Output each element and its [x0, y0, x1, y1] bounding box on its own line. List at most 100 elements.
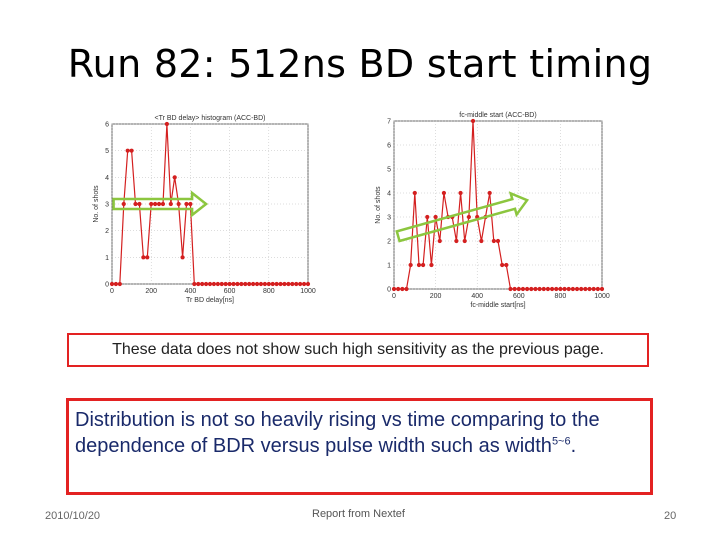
y-tick-label: 2 — [105, 228, 109, 235]
data-point — [184, 201, 189, 207]
data-point — [454, 238, 459, 244]
data-point — [149, 201, 154, 207]
data-point — [109, 281, 115, 287]
data-point — [274, 281, 279, 287]
y-tick-label: 1 — [105, 255, 109, 262]
data-point — [404, 286, 409, 292]
y-tick-label: 1 — [387, 263, 391, 270]
data-point — [211, 281, 217, 287]
histogram-chart-left: 0 200 400 600 800 1000 0 1 2 3 4 5 6 <Tr BD delay> hi… — [93, 115, 316, 304]
data-point — [541, 286, 546, 292]
data-point — [223, 281, 228, 287]
data-point — [137, 201, 142, 207]
data-point — [574, 286, 580, 292]
x-tick-label: 400 — [471, 293, 483, 300]
data-point — [520, 286, 526, 292]
x-tick-label: 600 — [513, 293, 525, 300]
data-point — [278, 281, 283, 287]
comment-end: . — [570, 435, 577, 457]
data-point — [266, 281, 271, 287]
trend-arrow — [395, 191, 530, 243]
data-point — [286, 281, 291, 287]
chart-title: fc-middle start (ACC-BD) — [459, 112, 536, 119]
x-axis-label: fc-middle start[ns] — [470, 302, 525, 309]
y-tick-label: 0 — [387, 287, 391, 294]
y-tick-label: 3 — [105, 202, 109, 209]
data-point — [408, 262, 413, 268]
data-point — [458, 190, 463, 196]
data-point — [298, 281, 303, 287]
data-point — [491, 238, 496, 244]
data-point — [583, 286, 588, 292]
y-tick-label: 4 — [387, 191, 391, 198]
data-point — [180, 255, 185, 260]
note-text: These data does not show such high sensi… — [112, 341, 604, 358]
x-tick-label: 0 — [110, 288, 114, 295]
data-point — [570, 286, 575, 292]
data-point — [168, 201, 173, 207]
trend-arrow — [112, 190, 209, 218]
data-point — [525, 286, 530, 292]
data-point — [243, 281, 248, 287]
data-point — [207, 281, 213, 287]
x-tick-label: 200 — [430, 293, 442, 300]
data-point — [145, 255, 150, 260]
y-tick-label: 4 — [105, 175, 109, 182]
data-point — [290, 281, 295, 287]
data-point — [479, 238, 484, 244]
data-point — [141, 255, 146, 260]
data-point — [425, 214, 430, 220]
x-tick-label: 0 — [392, 293, 396, 300]
data-point — [156, 201, 162, 207]
data-point — [416, 262, 422, 268]
data-point — [247, 281, 252, 287]
x-axis-label: Tr BD delay[ns] — [186, 297, 234, 304]
data-point — [301, 281, 307, 287]
y-tick-label: 3 — [387, 215, 391, 222]
data-point — [192, 281, 197, 287]
data-point — [282, 281, 287, 287]
data-point — [235, 281, 240, 287]
data-point — [391, 286, 397, 292]
data-point — [172, 175, 177, 180]
data-point — [587, 286, 592, 292]
x-tick-label: 1000 — [300, 288, 316, 295]
data-point — [516, 286, 521, 292]
data-point — [537, 286, 542, 292]
data-point — [270, 281, 275, 287]
data-point — [262, 281, 267, 287]
data-point — [421, 262, 426, 268]
data-point — [153, 201, 158, 207]
data-point — [125, 148, 130, 153]
data-point — [396, 286, 401, 292]
x-tick-label: 600 — [224, 288, 236, 295]
data-point — [305, 281, 311, 287]
data-point — [495, 238, 501, 244]
data-point — [129, 148, 134, 153]
chart-title: <Tr BD delay> histogram (ACC-BD) — [155, 115, 266, 122]
data-point — [529, 286, 534, 292]
x-tick-label: 200 — [145, 288, 157, 295]
data-point — [121, 201, 126, 207]
data-point — [429, 262, 434, 268]
data-point — [470, 118, 476, 124]
y-tick-label: 6 — [387, 143, 391, 150]
data-point — [203, 281, 209, 287]
data-point — [504, 262, 509, 268]
x-tick-label: 400 — [185, 288, 197, 295]
y-tick-label: 5 — [387, 167, 391, 174]
data-point — [533, 286, 538, 292]
data-point — [466, 214, 471, 220]
data-point — [219, 281, 224, 287]
data-point — [188, 201, 193, 207]
y-tick-label: 7 — [387, 119, 391, 126]
note-box: These data does not show such high sensi… — [67, 333, 649, 367]
data-point — [558, 286, 563, 292]
slide-title: Run 82: 512ns BD start timing — [67, 42, 653, 86]
page-number: 20 — [664, 510, 677, 522]
data-point — [545, 286, 551, 292]
data-point — [164, 121, 169, 127]
y-tick-label: 6 — [105, 122, 109, 129]
x-tick-label: 800 — [555, 293, 567, 300]
data-point — [437, 238, 442, 244]
